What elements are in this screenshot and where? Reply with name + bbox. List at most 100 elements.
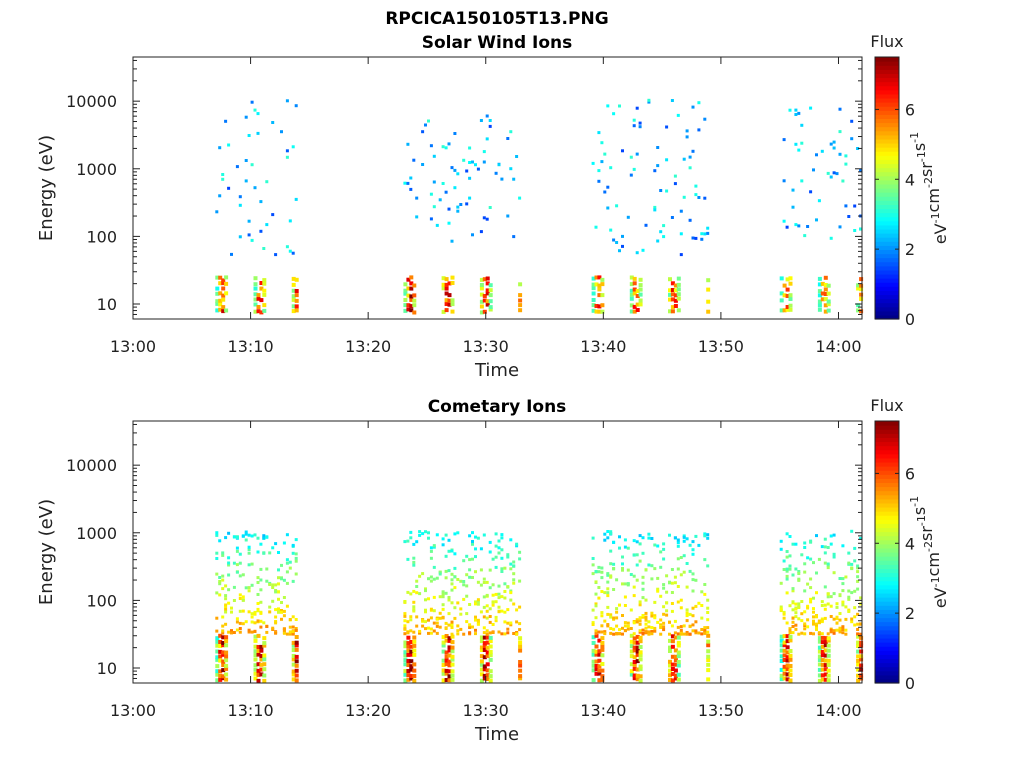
heatmap-cell: [779, 276, 784, 281]
colorbar-segment: [875, 110, 899, 115]
heatmap-cell: [706, 630, 710, 634]
heatmap-cell: [859, 168, 863, 172]
heatmap-cell: [277, 590, 280, 594]
heatmap-cell: [441, 678, 446, 683]
heatmap-cell: [791, 188, 795, 192]
heatmap-cell: [497, 605, 501, 609]
colorbar-segment: [875, 678, 899, 684]
heatmap-cell: [594, 671, 599, 676]
heatmap-cell: [262, 662, 267, 667]
heatmap-cell: [676, 557, 680, 561]
heatmap-cell: [291, 251, 295, 255]
heatmap-cell: [626, 568, 630, 572]
heatmap-cell: [277, 610, 280, 613]
heatmap-cell: [823, 648, 828, 653]
heatmap-cell: [259, 600, 263, 604]
heatmap-cell: [803, 627, 807, 631]
heatmap-cell: [221, 309, 226, 314]
heatmap-cell: [256, 550, 260, 554]
heatmap-cell: [635, 618, 639, 622]
heatmap-cell: [438, 572, 442, 576]
heatmap-cell: [259, 200, 263, 204]
heatmap-cell: [782, 138, 786, 142]
colorbar-segment: [875, 278, 899, 283]
heatmap-cell: [421, 532, 425, 536]
heatmap-cell: [591, 308, 596, 313]
colorbar-segment: [875, 527, 899, 533]
colorbar-segment: [875, 114, 899, 119]
heatmap-cell: [518, 282, 523, 287]
heatmap-cell: [280, 617, 283, 621]
heatmap-cell: [832, 592, 836, 596]
heatmap-cell: [859, 663, 864, 668]
heatmap-cell: [638, 277, 643, 282]
heatmap-cell: [509, 591, 513, 595]
heatmap-cell: [817, 678, 822, 683]
heatmap-cell: [591, 668, 596, 673]
heatmap-cell: [682, 554, 686, 558]
colorbar-segment: [875, 552, 899, 557]
heatmap-cell: [668, 649, 672, 653]
heatmap-cell: [641, 615, 645, 619]
colorbar-segment: [875, 163, 899, 169]
heatmap-cell: [600, 630, 604, 634]
heatmap-cell: [806, 604, 810, 608]
heatmap-cell: [594, 225, 598, 229]
heatmap-cell: [594, 629, 598, 633]
heatmap-cell: [482, 216, 486, 220]
colorbar-segment: [875, 662, 899, 668]
heatmap-cell: [794, 615, 798, 619]
heatmap-cell: [250, 630, 254, 634]
heatmap-cell: [823, 297, 828, 302]
heatmap-cell: [244, 620, 248, 624]
heatmap-cell: [476, 622, 480, 626]
colorbar-segment: [875, 474, 899, 479]
heatmap-cell: [441, 592, 445, 596]
heatmap-cell: [859, 635, 864, 640]
heatmap-cell: [488, 586, 492, 590]
heatmap-cell: [291, 632, 295, 636]
heatmap-cell: [432, 154, 436, 158]
heatmap-cell: [606, 580, 610, 584]
heatmap-cell: [518, 674, 523, 679]
heatmap-cell: [600, 566, 604, 570]
heatmap-cell: [788, 628, 792, 632]
heatmap-cell: [676, 308, 681, 313]
heatmap-cell: [406, 539, 410, 543]
heatmap-cell: [788, 649, 793, 653]
heatmap-cell: [779, 634, 784, 639]
heatmap-cell: [238, 630, 242, 634]
heatmap-cell: [823, 672, 828, 677]
heatmap-cell: [488, 307, 493, 312]
colorbar-segment: [875, 97, 899, 103]
heatmap-cell: [697, 601, 701, 605]
heatmap-cell: [635, 645, 640, 650]
heatmap-cell: [694, 193, 698, 197]
heatmap-cell: [838, 618, 842, 622]
heatmap-cell: [670, 662, 675, 667]
heatmap-cell: [632, 304, 637, 309]
colorbar-segment: [875, 642, 899, 647]
heatmap-cell: [403, 627, 407, 631]
heatmap-cell: [224, 610, 228, 614]
heatmap-cell: [450, 677, 455, 682]
heatmap-cell: [485, 302, 490, 307]
heatmap-cell: [662, 605, 666, 609]
heatmap-cell: [794, 607, 798, 611]
heatmap-cell: [809, 540, 813, 544]
heatmap-cell: [817, 662, 822, 667]
heatmap-cell: [685, 585, 689, 589]
heatmap-cell: [221, 574, 225, 578]
heatmap-cell: [238, 609, 242, 613]
heatmap-cell: [600, 641, 605, 645]
heatmap-cell: [823, 607, 827, 611]
heatmap-cell: [600, 662, 605, 666]
heatmap-cell: [459, 627, 463, 631]
heatmap-cell: [235, 617, 239, 621]
heatmap-cell: [597, 169, 601, 173]
heatmap-cell: [224, 536, 228, 540]
heatmap-cell: [447, 598, 451, 602]
heatmap-cell: [591, 652, 596, 657]
heatmap-cell: [415, 624, 419, 628]
heatmap-cell: [644, 223, 648, 227]
